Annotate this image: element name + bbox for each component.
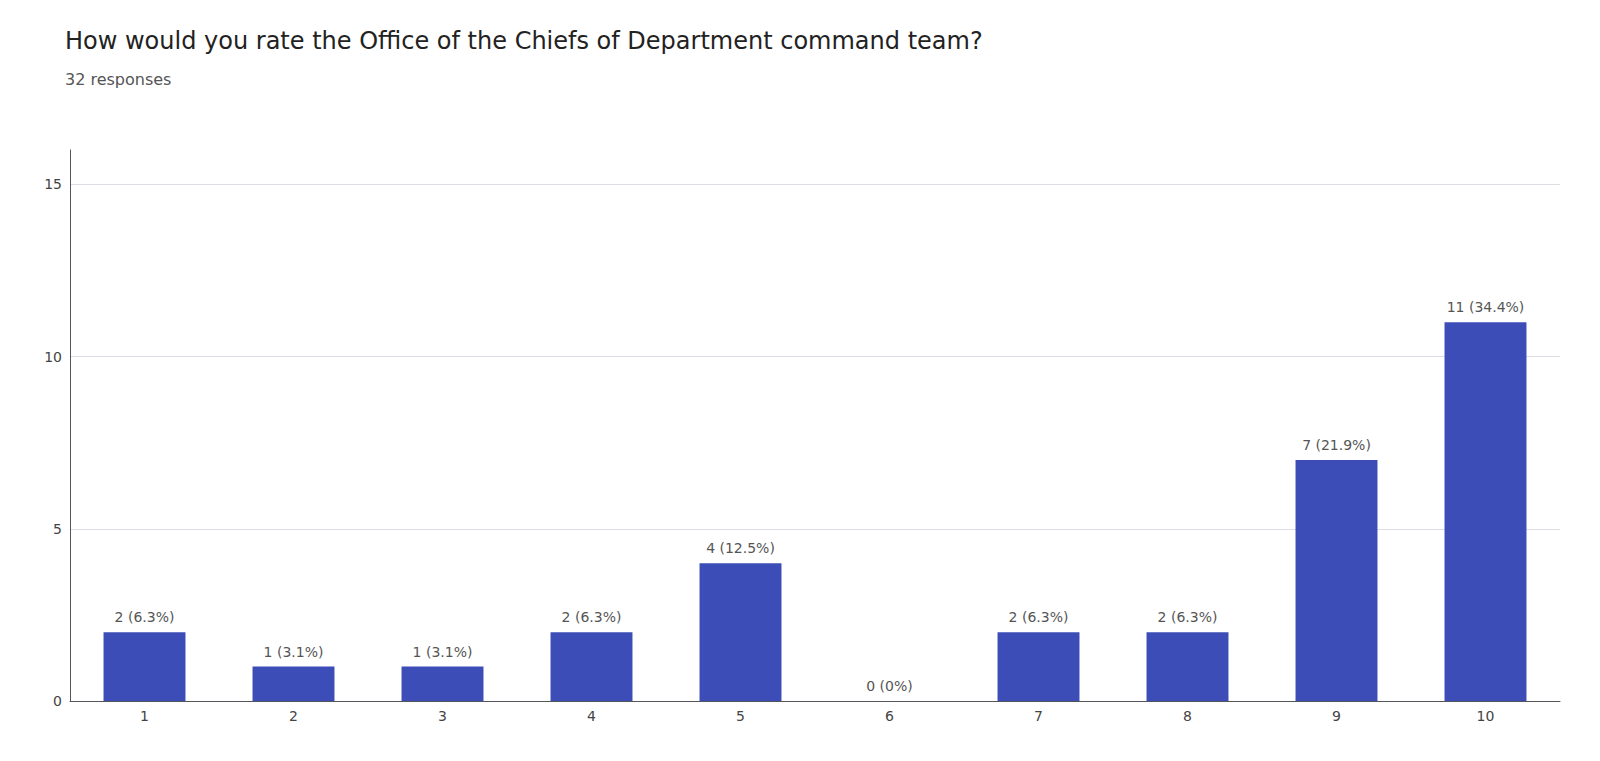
svg-text:1 (3.1%): 1 (3.1%) xyxy=(264,644,324,660)
svg-text:2 (6.3%): 2 (6.3%) xyxy=(115,609,175,625)
svg-text:4: 4 xyxy=(587,708,596,724)
svg-text:2 (6.3%): 2 (6.3%) xyxy=(1158,609,1218,625)
svg-text:7: 7 xyxy=(1034,708,1043,724)
svg-text:2 (6.3%): 2 (6.3%) xyxy=(1009,609,1069,625)
svg-text:10: 10 xyxy=(44,349,62,365)
svg-text:2: 2 xyxy=(289,708,298,724)
svg-text:5: 5 xyxy=(736,708,745,724)
svg-text:5: 5 xyxy=(53,521,62,537)
svg-text:32 responses: 32 responses xyxy=(65,70,171,89)
svg-text:7 (21.9%): 7 (21.9%) xyxy=(1302,437,1371,453)
svg-text:6: 6 xyxy=(885,708,894,724)
svg-text:1 (3.1%): 1 (3.1%) xyxy=(413,644,473,660)
svg-text:0 (0%): 0 (0%) xyxy=(866,678,913,694)
svg-text:1: 1 xyxy=(140,708,149,724)
svg-text:8: 8 xyxy=(1183,708,1192,724)
svg-text:4 (12.5%): 4 (12.5%) xyxy=(706,540,775,556)
svg-text:3: 3 xyxy=(438,708,447,724)
svg-text:2 (6.3%): 2 (6.3%) xyxy=(562,609,622,625)
svg-text:10: 10 xyxy=(1477,708,1495,724)
svg-text:0: 0 xyxy=(53,693,62,709)
svg-text:How would you rate the Office: How would you rate the Office of the Chi… xyxy=(65,27,983,55)
svg-text:9: 9 xyxy=(1332,708,1341,724)
svg-text:11 (34.4%): 11 (34.4%) xyxy=(1447,299,1525,315)
svg-text:15: 15 xyxy=(44,176,62,192)
